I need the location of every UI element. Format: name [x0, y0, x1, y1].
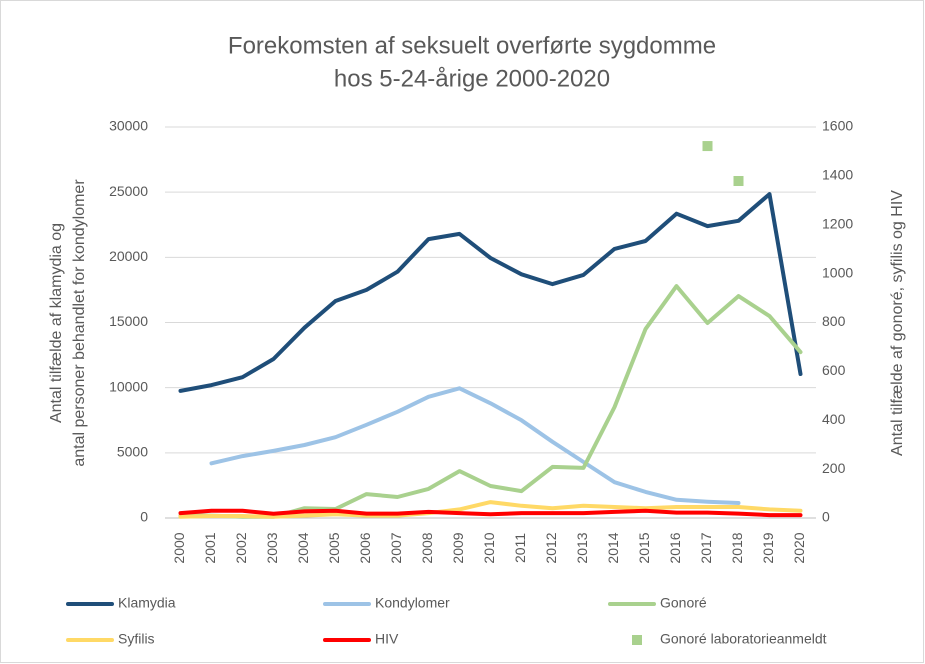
series-line	[209, 386, 741, 505]
x-tick-label: 2016	[667, 532, 683, 563]
y2-tick-label: 200	[822, 460, 846, 476]
x-tick-label: 2018	[729, 532, 745, 563]
y2-tick-label: 400	[822, 411, 846, 427]
y-tick-label: 0	[140, 509, 148, 525]
y2-tick-label: 1400	[822, 167, 853, 183]
x-tick-label: 2001	[202, 532, 218, 563]
x-tick-label: 2007	[388, 532, 404, 563]
marker	[733, 176, 744, 187]
x-tick-label: 2019	[760, 532, 776, 563]
x-tick-label: 2000	[171, 532, 187, 563]
series-line	[178, 192, 803, 393]
x-tick-label: 2009	[450, 532, 466, 563]
x-tick-label: 2012	[543, 532, 559, 563]
legend-label: Gonoré laboratorieanmeldt	[660, 631, 827, 647]
y2-tick-label: 1200	[822, 215, 853, 231]
x-tick-label: 2020	[791, 532, 807, 563]
x-tick-label: 2017	[698, 532, 714, 563]
y2-tick-label: 1000	[822, 264, 853, 280]
x-tick-label: 2013	[574, 532, 590, 563]
y2-tick-label: 600	[822, 362, 846, 378]
legend-label: Klamydia	[118, 595, 176, 611]
legend-label: Syfilis	[118, 631, 155, 647]
series-line	[178, 500, 803, 519]
x-tick-label: 2014	[605, 532, 621, 563]
legend-label: Gonoré	[660, 595, 707, 611]
x-tick-label: 2005	[326, 532, 342, 563]
y2-tick-label: 0	[822, 509, 830, 525]
y-axis-label: antal personer behandlet for kondylomer	[71, 179, 88, 467]
y-tick-label: 30000	[109, 118, 148, 134]
marker	[702, 141, 713, 152]
x-tick-label: 2002	[233, 532, 249, 563]
y2-axis-label: Antal tilfælde af gonoré, syfilis og HIV	[889, 190, 906, 456]
y2-tick-label: 1600	[822, 118, 853, 134]
y-tick-label: 20000	[109, 248, 148, 264]
chart-title: hos 5-24-årige 2000-2020	[334, 65, 610, 92]
x-tick-label: 2015	[636, 532, 652, 563]
chart-title: Forekomsten af seksuelt overførte sygdom…	[228, 32, 716, 59]
x-tick-label: 2006	[357, 532, 373, 563]
x-tick-label: 2008	[419, 532, 435, 563]
series-line	[178, 508, 803, 518]
x-tick-label: 2003	[264, 532, 280, 563]
y2-tick-label: 800	[822, 313, 846, 329]
y-tick-label: 5000	[117, 444, 148, 460]
x-tick-label: 2011	[512, 533, 528, 563]
y-tick-label: 10000	[109, 378, 148, 394]
x-tick-label: 2004	[295, 532, 311, 563]
x-tick-label: 2010	[481, 532, 497, 563]
y-axis-label: Antal tilfælde af klamydia og	[48, 223, 65, 423]
legend-label: HIV	[375, 631, 399, 647]
y-tick-label: 15000	[109, 313, 148, 329]
legend-marker	[632, 635, 642, 645]
legend-label: Kondylomer	[375, 595, 450, 611]
y-tick-label: 25000	[109, 183, 148, 199]
